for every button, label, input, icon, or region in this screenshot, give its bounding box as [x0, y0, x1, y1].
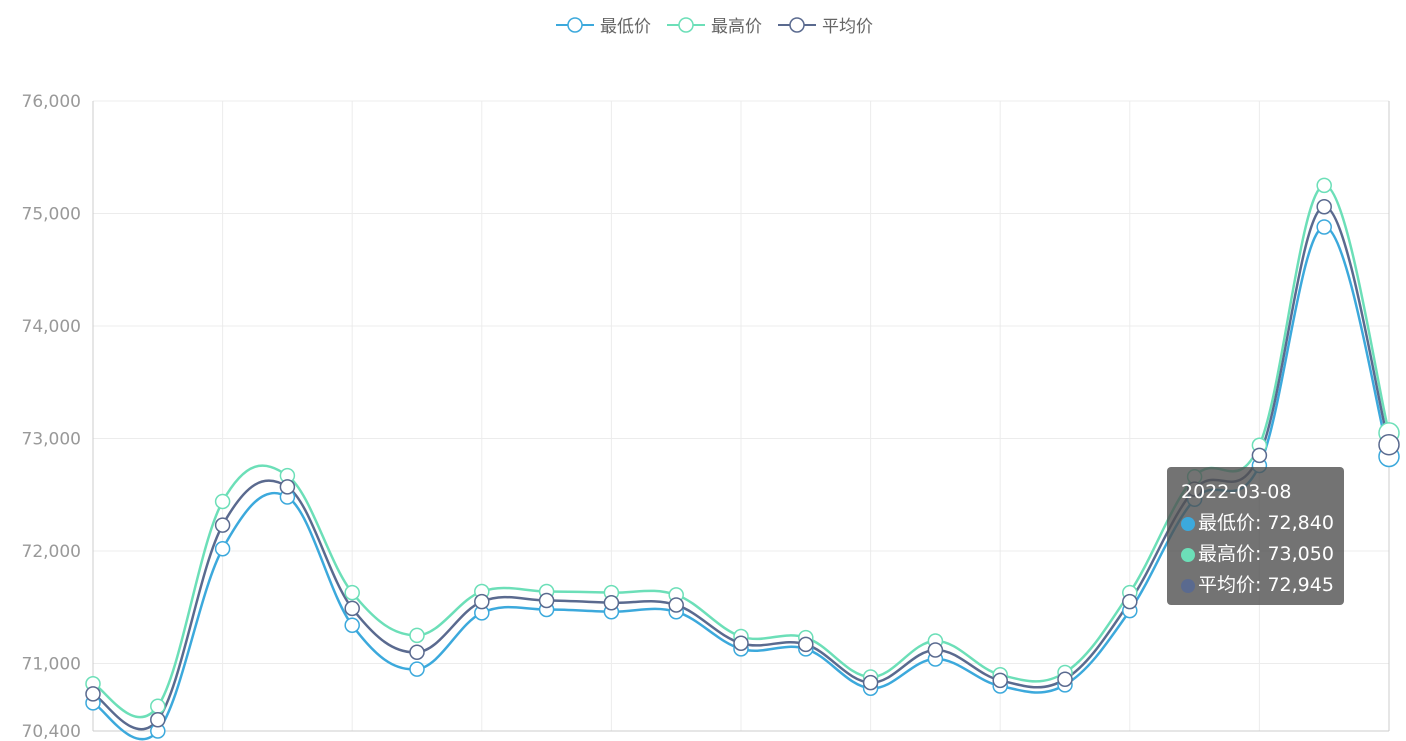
data-point-0[interactable]: [214, 541, 231, 557]
data-point-2[interactable]: [344, 600, 360, 617]
data-point-2[interactable]: [1378, 433, 1400, 456]
legend-label-min: 最低价: [600, 17, 651, 37]
data-point-0[interactable]: [1316, 219, 1332, 235]
data-point-2[interactable]: [603, 595, 620, 611]
tooltip-row-max: 最高价: 73,050: [1181, 539, 1336, 570]
data-point-2[interactable]: [1057, 671, 1073, 687]
data-point-1[interactable]: [214, 493, 231, 510]
tooltip-row-avg: 平均价: 72,945: [1181, 570, 1336, 601]
legend-item-max[interactable]: 最高价: [667, 12, 762, 37]
data-point-2[interactable]: [474, 593, 490, 610]
data-point-1[interactable]: [409, 627, 425, 644]
legend: 最低价 最高价 平均价: [556, 12, 873, 37]
legend-max-marker-icon: [667, 16, 705, 33]
data-point-2[interactable]: [538, 592, 555, 609]
data-point-2[interactable]: [85, 686, 101, 702]
y-tick-label: 70,400: [22, 722, 81, 741]
data-point-0[interactable]: [409, 661, 425, 677]
tooltip-date: 2022-03-08: [1181, 481, 1292, 503]
points-group: [85, 177, 1400, 739]
y-tick-label: 73,000: [22, 430, 81, 450]
data-point-2[interactable]: [1122, 593, 1138, 610]
data-point-1[interactable]: [344, 584, 360, 601]
data-point-2[interactable]: [279, 479, 296, 495]
data-point-2[interactable]: [409, 644, 425, 660]
data-point-2[interactable]: [927, 642, 944, 658]
data-point-2[interactable]: [862, 674, 879, 691]
axes: 70,400 71,000 72,000 73,000 74,000 75,000 76,0…: [22, 92, 1390, 741]
tooltip-max-label: 最高价: 73,050: [1198, 543, 1334, 565]
tooltip-avg-label: 平均价: 72,945: [1198, 574, 1334, 596]
grid: [93, 100, 1389, 731]
data-point-2[interactable]: [1316, 199, 1332, 215]
data-point-2[interactable]: [668, 597, 684, 613]
legend-min-marker-icon: [556, 16, 594, 33]
data-point-2[interactable]: [150, 712, 166, 728]
y-tick-label: 75,000: [22, 205, 81, 225]
data-point-1[interactable]: [150, 698, 166, 714]
data-point-0[interactable]: [344, 617, 360, 633]
data-point-2[interactable]: [733, 635, 749, 651]
data-point-2[interactable]: [992, 672, 1008, 689]
legend-label-max: 最高价: [711, 17, 762, 37]
tooltip-max-dot-icon: [1181, 547, 1195, 562]
tooltip-avg-dot-icon: [1181, 578, 1195, 593]
legend-avg-marker-icon: [778, 16, 816, 33]
legend-label-avg: 平均价: [822, 17, 873, 37]
y-tick-label: 76,000: [22, 92, 81, 112]
data-point-2[interactable]: [214, 517, 231, 533]
y-tick-label: 74,000: [22, 317, 81, 337]
data-point-1[interactable]: [1316, 177, 1332, 194]
tooltip-min-label: 最低价: 72,840: [1198, 512, 1334, 534]
data-point-2[interactable]: [798, 636, 814, 653]
tooltip: 2022-03-08 最低价: 72,840 最高价: 73,050 平均价: …: [1167, 467, 1344, 605]
legend-item-min[interactable]: 最低价: [556, 12, 651, 37]
y-tick-label: 72,000: [22, 542, 81, 562]
tooltip-row-min: 最低价: 72,840: [1181, 508, 1336, 539]
y-tick-label: 71,000: [22, 655, 81, 675]
legend-item-avg[interactable]: 平均价: [778, 12, 873, 37]
tooltip-min-dot-icon: [1181, 516, 1195, 531]
data-point-2[interactable]: [1251, 447, 1268, 464]
